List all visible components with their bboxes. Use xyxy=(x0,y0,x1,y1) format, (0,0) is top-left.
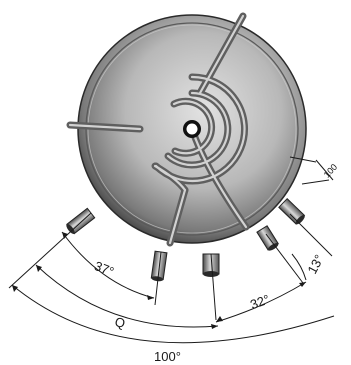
angle-label-100: 100° xyxy=(154,349,181,364)
letter-label-q: Q xyxy=(113,314,126,331)
angle-label-13: 13° xyxy=(304,252,326,276)
heating-coil xyxy=(66,12,250,247)
outlet-pipe-1 xyxy=(66,207,96,235)
length-label-100: 100 xyxy=(322,162,339,180)
dimension-lines xyxy=(8,156,335,344)
angle-label-37: 37° xyxy=(92,258,116,279)
outlet-pipe-5 xyxy=(278,197,306,225)
outlet-pipe-3 xyxy=(202,253,220,277)
center-flange xyxy=(183,120,201,138)
angle-label-32: 32° xyxy=(248,291,272,312)
